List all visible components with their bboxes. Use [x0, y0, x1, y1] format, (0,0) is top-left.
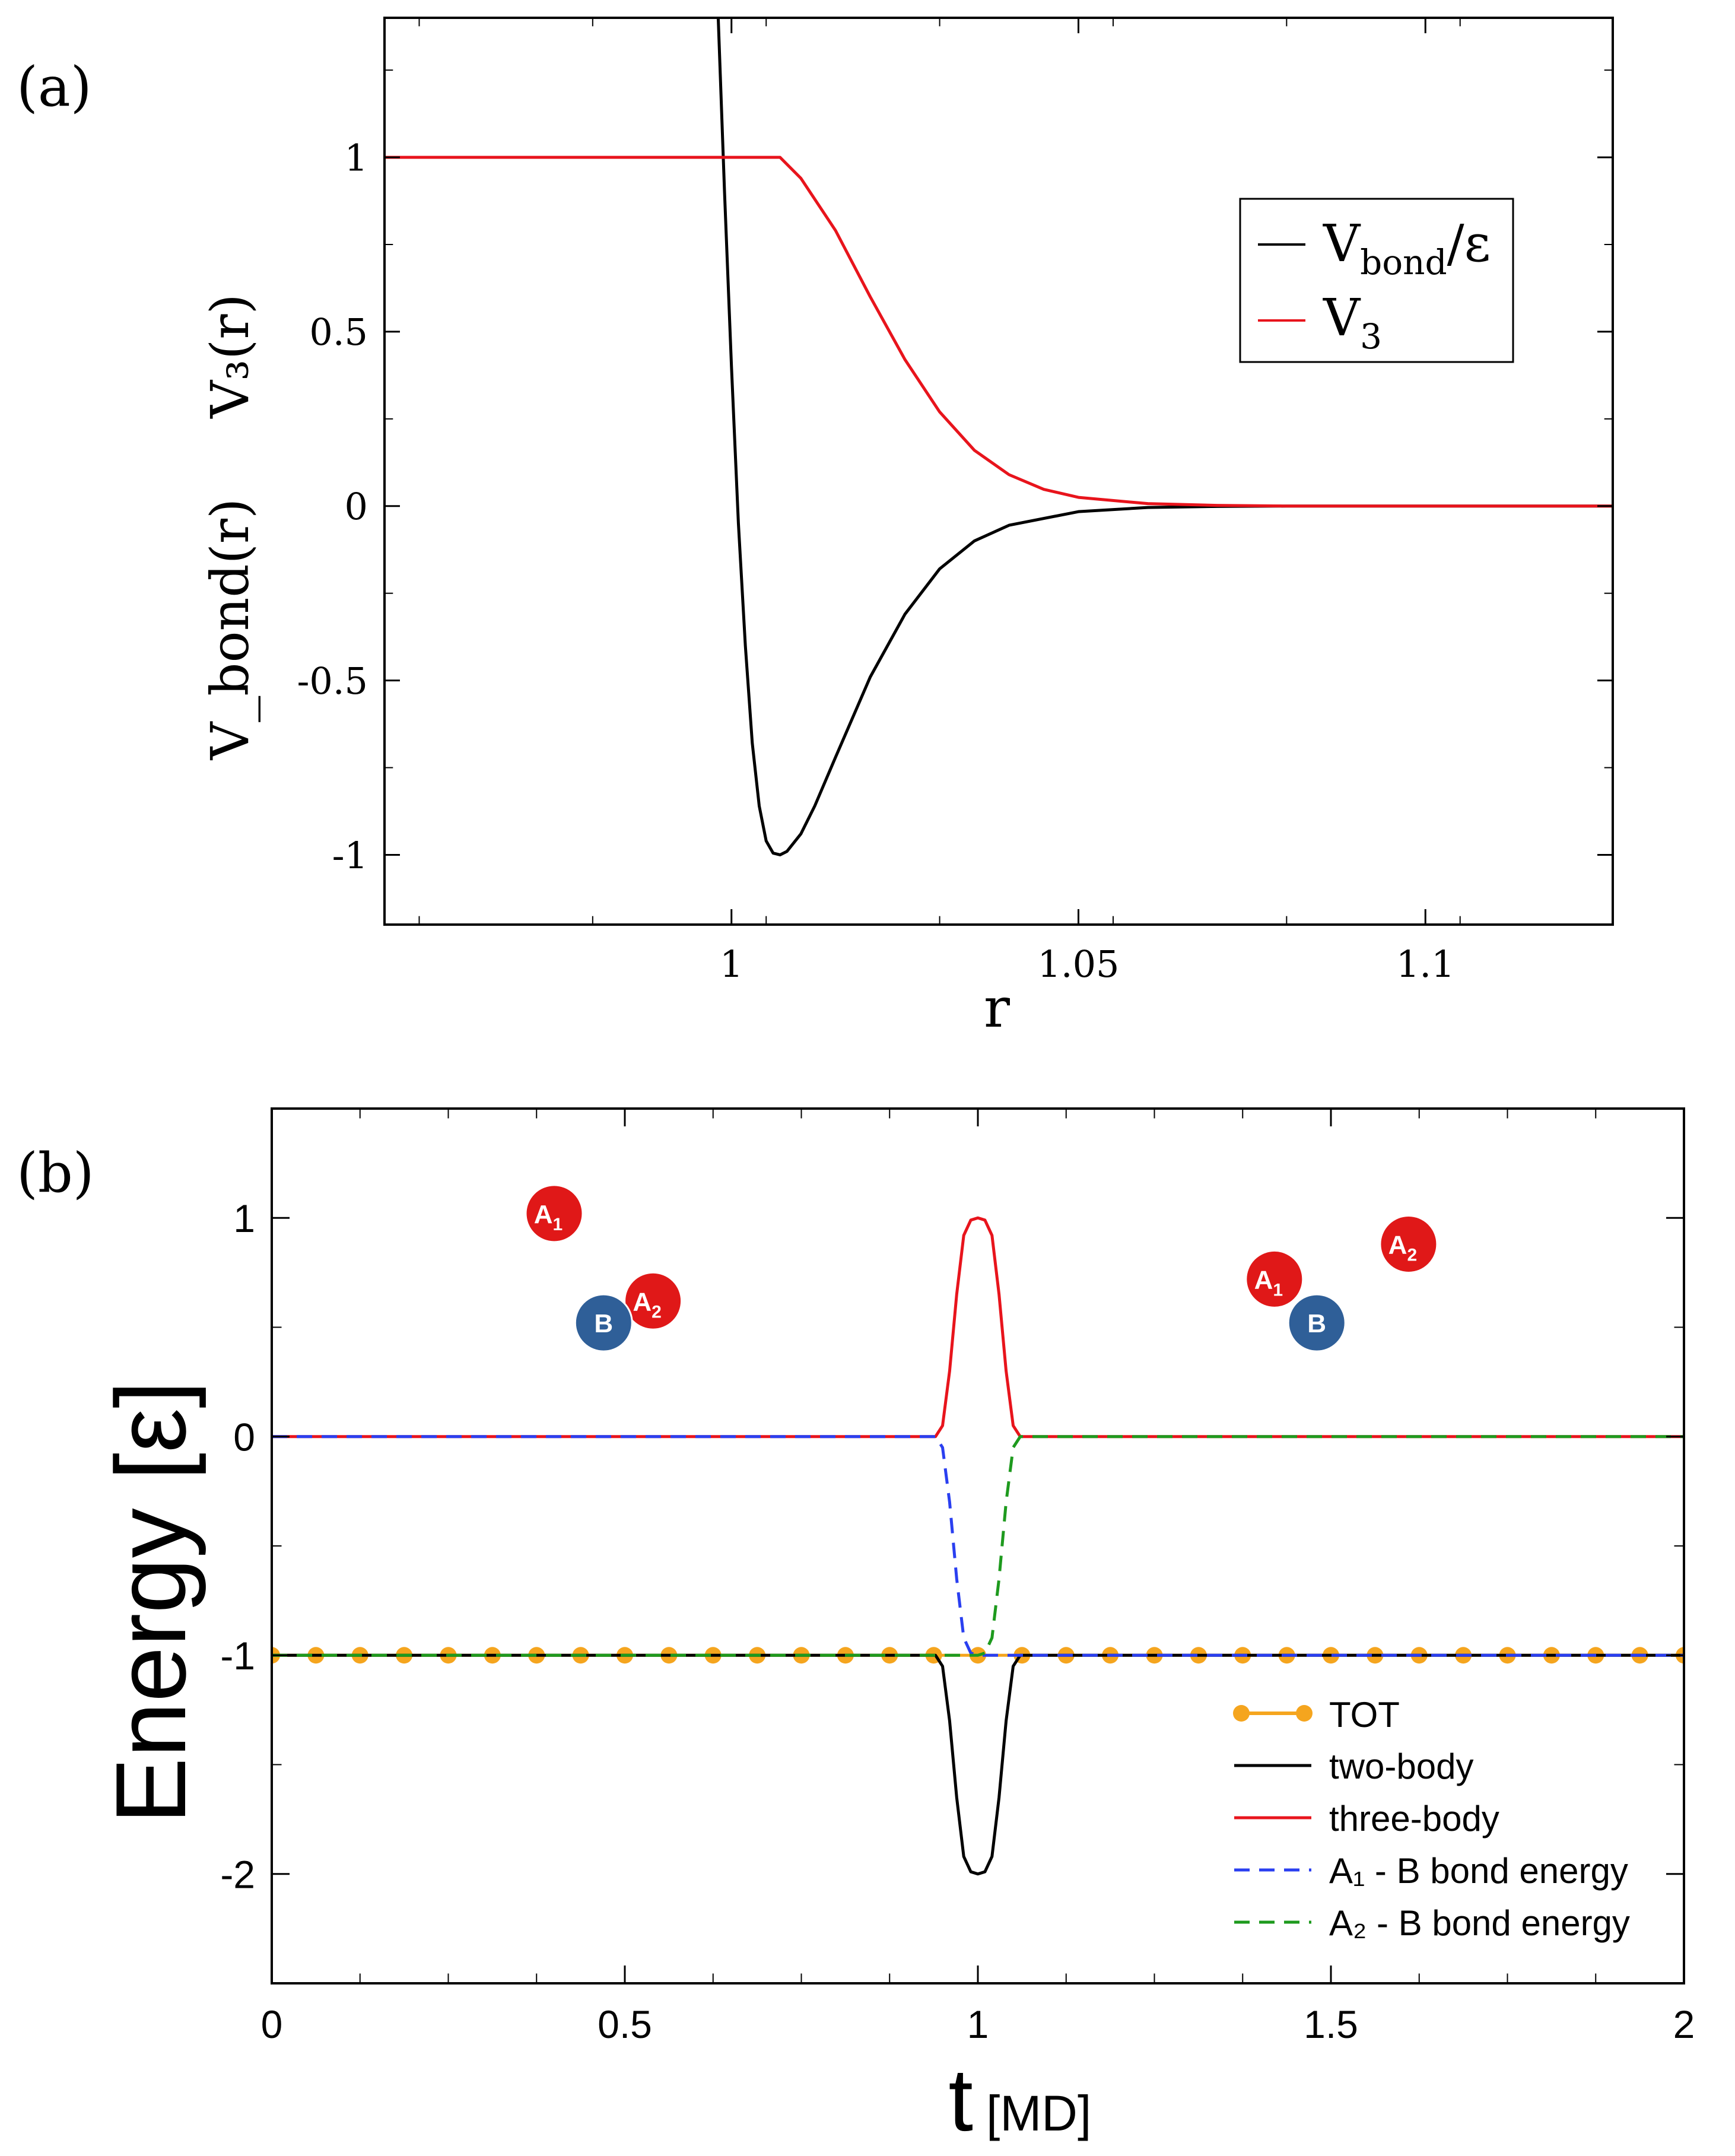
y-tick-label: -1 [220, 1634, 255, 1678]
panel-a-ylabel-bottom: V_bond(r) [199, 498, 260, 761]
x-tick-label: 1.05 [1037, 942, 1119, 986]
legend-label-three-body: three-body [1329, 1799, 1499, 1839]
atom-circle [1287, 1293, 1346, 1352]
panel-a-xlabel: r [984, 976, 1010, 1040]
atom-circle [525, 1184, 584, 1243]
atom-a2: A2 [624, 1271, 683, 1331]
panel-a-label: (a) [17, 55, 92, 119]
legend-swatch-tot-dot-right [1296, 1705, 1313, 1722]
atom-circle [574, 1293, 633, 1352]
legend-label-a2b: A₂ - B bond energy [1329, 1903, 1630, 1943]
y-tick-label: 1 [345, 136, 368, 179]
x-tick-label: 1.1 [1396, 942, 1455, 986]
series-line-a-b-bond-energy [272, 1435, 1684, 1657]
legend-swatch-tot-dot-left [1233, 1705, 1250, 1722]
panel-b-axes: 0 0.5 1 1.5 2 -2 -1 0 1 [220, 1108, 1695, 2046]
atom-circle [1245, 1249, 1304, 1309]
atom-label: A2 [633, 1287, 661, 1322]
atom-circle [1379, 1214, 1438, 1274]
legend-label-a1b: A₁ - B bond energy [1329, 1851, 1628, 1891]
atom-a1: A1 [1245, 1249, 1304, 1309]
atom-b: B [1287, 1293, 1346, 1352]
panel-a-ylabel-top: V₃(r) [199, 294, 260, 419]
y-tick-label: 0.5 [309, 310, 368, 354]
panel-a-series [385, 18, 1613, 856]
series-line-v-bond [716, 18, 1613, 856]
x-tick-label: 1 [967, 2002, 989, 2046]
legend-label-v3: V3 [1323, 288, 1382, 357]
atom-label: A1 [534, 1200, 563, 1234]
series-line-a-b-bond-energy [272, 1435, 1684, 1657]
y-tick-label: 0 [233, 1415, 255, 1459]
x-tick-label: 0.5 [598, 2002, 652, 2046]
legend-label-two-body: two-body [1329, 1747, 1473, 1786]
atom-a1: A1 [525, 1184, 584, 1243]
panel-b-xlabel: t [948, 2050, 973, 2149]
series-line-two-body [272, 1653, 1684, 1876]
panel-a-axes: 1 1.05 1.1 -1 -0.5 0 0.5 1 [297, 18, 1613, 986]
x-tick-label: 1 [720, 942, 743, 986]
y-tick-label: 0 [345, 485, 368, 528]
panel-b-atoms: A1 A2 B A1 B A2 [525, 1184, 1438, 1352]
y-tick-label: 1 [233, 1196, 255, 1240]
legend-label-vbond: Vbond/ε [1323, 214, 1491, 282]
panel-b: (b) A1 A2 B A1 B A2 0 0.5 1 1.5 2 -2 -1 0 1 Energy [ε… [17, 1107, 1695, 2149]
x-tick-label: 2 [1673, 2002, 1695, 2046]
x-tick-label: 0 [261, 2002, 283, 2046]
panel-a-ylabel-bottom-text: V_bond(r) [199, 498, 260, 761]
atom-a2: A2 [1379, 1214, 1438, 1274]
series-line-three-body [272, 1216, 1684, 1439]
panel-a-ylabel-top-text: V₃(r) [199, 294, 260, 419]
y-tick-label: -1 [332, 834, 368, 877]
atom-label: B [1307, 1309, 1326, 1338]
panel-b-ylabel: Energy [ε] [95, 1380, 206, 1824]
y-tick-label: -0.5 [297, 659, 368, 703]
panel-b-label: (b) [17, 1141, 94, 1205]
panel-b-series [272, 1216, 1684, 1876]
atom-label: A1 [1254, 1265, 1283, 1300]
panel-a: (a) 1 1.05 1.1-1-0.500.51 V₃(r) V_bond(r) … [17, 17, 1614, 1040]
atom-circle [624, 1271, 683, 1331]
x-tick-label: 1.5 [1304, 2002, 1358, 2046]
series-line-v [385, 155, 1613, 508]
legend-label-tot: TOT [1329, 1695, 1400, 1735]
atom-b: B [574, 1293, 633, 1352]
atom-label: B [594, 1309, 613, 1338]
atom-label: A2 [1388, 1230, 1417, 1265]
panel-a-plot-frame [383, 17, 1614, 926]
panel-a-legend: Vbond/ε V3 [1239, 198, 1514, 363]
panel-a-legend-box [1239, 198, 1514, 363]
panel-b-xlabel-unit: [MD] [986, 2085, 1091, 2141]
panel-b-legend: TOT two-body three-body A₁ - B bond ener… [1233, 1695, 1630, 1943]
y-tick-label: -2 [220, 1853, 255, 1897]
